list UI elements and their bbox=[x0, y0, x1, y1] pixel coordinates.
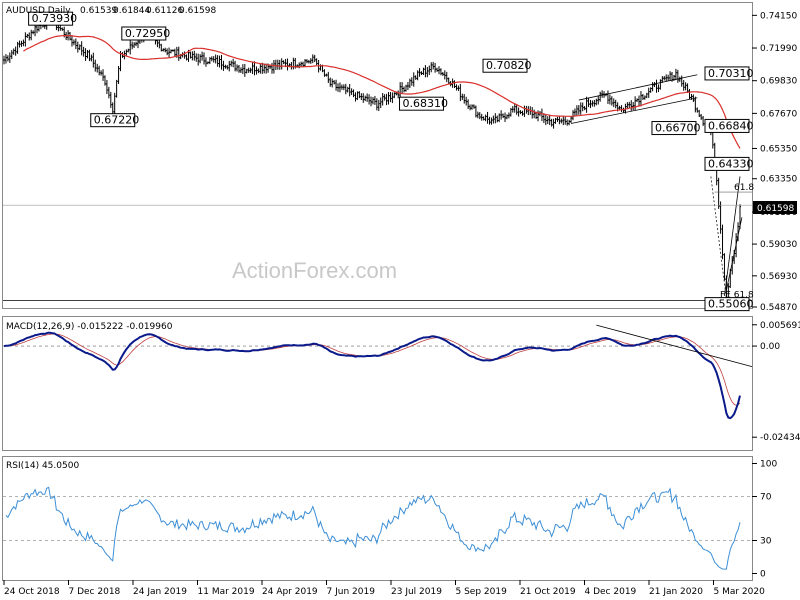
channel-upper-line bbox=[578, 74, 698, 101]
price-annotation-box bbox=[704, 66, 750, 81]
date-tick-label: 24 Oct 2018 bbox=[4, 587, 60, 597]
price-tick-label: 0.69830 bbox=[760, 77, 797, 87]
price-tick-label: 0.67670 bbox=[760, 109, 797, 119]
price-annotation-label: 0.55060 bbox=[708, 298, 754, 311]
price-annotation-label: 0.66840 bbox=[708, 119, 754, 132]
price-annotation-label: 0.64330 bbox=[708, 157, 754, 170]
date-tick-label: 23 Jul 2019 bbox=[391, 587, 442, 597]
rsi-line bbox=[5, 486, 741, 570]
price-panel bbox=[2, 2, 753, 309]
ohlc-high: 0.61844 bbox=[113, 6, 150, 16]
fib-dashed-line bbox=[710, 176, 727, 300]
date-tick-label: 21 Jan 2020 bbox=[649, 587, 703, 597]
date-tick-label: 24 Jan 2019 bbox=[133, 587, 187, 597]
macd-trend-line bbox=[596, 324, 753, 368]
price-annotation-label: 0.72950 bbox=[125, 27, 171, 40]
price-tick-label: 0.74150 bbox=[760, 11, 797, 21]
rsi-header: RSI(14) 45.0500 bbox=[6, 461, 79, 471]
watermark: ActionForex.com bbox=[232, 258, 397, 283]
price-annotation-box bbox=[90, 113, 136, 128]
date-tick-label: 24 Apr 2019 bbox=[262, 587, 318, 597]
date-tick-label: 5 Sep 2019 bbox=[456, 587, 508, 597]
price-annotation-box bbox=[704, 297, 750, 312]
date-tick-label: 7 Dec 2018 bbox=[69, 587, 121, 597]
price-annotation-label: 0.70820 bbox=[486, 59, 532, 72]
last-price-label: 0.61598 bbox=[757, 204, 794, 214]
price-annotation-box bbox=[121, 26, 167, 41]
macd-panel bbox=[2, 316, 753, 451]
last-price-box bbox=[753, 201, 797, 214]
macd-tick-label: -0.024344 bbox=[760, 433, 800, 443]
price-tick-label: 0.65350 bbox=[760, 144, 797, 154]
price-annotation-label: 0.67220 bbox=[94, 114, 140, 127]
price-annotation-box bbox=[651, 121, 697, 136]
price-annotation-label: 0.70310 bbox=[708, 67, 754, 80]
price-annotation-box bbox=[482, 58, 528, 73]
moving-average-line bbox=[23, 34, 741, 149]
price-annotation-box bbox=[399, 96, 445, 111]
macd-line bbox=[3, 331, 741, 420]
rsi-tick-label: 30 bbox=[760, 537, 772, 547]
rsi-tick-label: 70 bbox=[760, 493, 772, 503]
macd-header: MACD(12,26,9) -0.015222 -0.019960 bbox=[6, 322, 173, 332]
price-annotation-box bbox=[28, 11, 74, 26]
macd-tick-label: 0.005691 bbox=[760, 321, 800, 331]
rsi-panel bbox=[2, 456, 753, 581]
macd-tick-label: 0.00 bbox=[760, 342, 780, 352]
price-tick-label: 0.63350 bbox=[760, 175, 797, 185]
price-annotation-label: 0.66700 bbox=[655, 122, 701, 135]
price-annotation-box bbox=[704, 118, 750, 133]
channel-lower-line bbox=[570, 97, 698, 124]
date-tick-label: 21 Oct 2019 bbox=[520, 587, 576, 597]
date-tick-label: 11 Mar 2019 bbox=[198, 587, 255, 597]
price-annotation-label: 0.68310 bbox=[403, 97, 449, 110]
ohlc-low: 0.61126 bbox=[146, 6, 183, 16]
price-annotation-box bbox=[704, 156, 750, 171]
date-tick-label: 5 Mar 2020 bbox=[714, 587, 766, 597]
price-tick-label: 0.54870 bbox=[760, 303, 797, 313]
price-tick-label: 0.59030 bbox=[760, 240, 797, 250]
date-tick-label: 4 Dec 2019 bbox=[585, 587, 637, 597]
price-tick-label: 0.71990 bbox=[760, 44, 797, 54]
price-header: AUDUSD Daily bbox=[6, 6, 71, 16]
rebound-lower-line bbox=[726, 217, 743, 290]
ohlc-open: 0.61539 bbox=[80, 6, 117, 16]
price-tick-label: 0.56930 bbox=[760, 272, 797, 282]
rsi-tick-label: 0 bbox=[760, 570, 766, 580]
ohlc-close: 0.61598 bbox=[179, 6, 216, 16]
fib-label: 61.8 bbox=[734, 183, 754, 193]
rsi-tick-label: 100 bbox=[760, 460, 777, 470]
fe-label: FE 61.8 bbox=[720, 290, 754, 300]
price-annotation-label: 0.73930 bbox=[32, 12, 78, 25]
date-tick-label: 7 Jun 2019 bbox=[327, 587, 376, 597]
rebound-upper-line bbox=[724, 176, 741, 297]
